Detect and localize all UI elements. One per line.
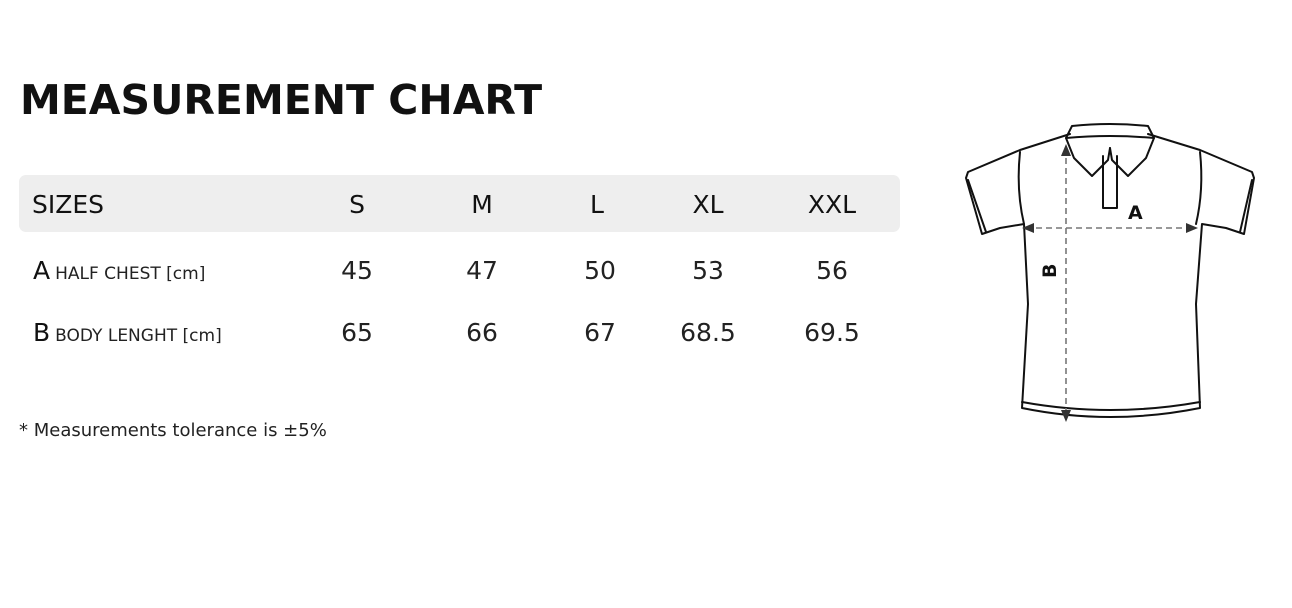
row-name: HALF CHEST [cm] [55,264,206,284]
table-cell: 67 [584,318,616,347]
tolerance-note: * Measurements tolerance is ±5% [19,420,327,441]
table-cell: 50 [584,256,616,285]
hem-line [1021,401,1201,411]
row-label-half-chest: A HALF CHEST [cm] [33,255,205,290]
left-collar-flap [1065,137,1111,177]
page-title: MEASUREMENT CHART [20,76,543,124]
left-armhole-seam [1017,151,1025,225]
size-header-m: M [471,190,493,219]
row-letter: A [33,256,51,285]
size-header-xl: XL [692,190,724,219]
collar-band [1065,123,1155,139]
shirt-body-outline [965,133,1255,418]
right-collar-flap [1109,137,1155,177]
measure-label-b: B [1039,264,1061,278]
row-name: BODY LENGHT [cm] [55,326,222,346]
polo-shirt-icon: A B [965,123,1255,422]
table-cell: 68.5 [680,318,736,347]
arrowhead-b-top [1061,144,1071,156]
table-cell: 66 [466,318,498,347]
table-cell: 47 [466,256,498,285]
arrowhead-a-left [1022,223,1034,233]
table-header-row: SIZES S M L XL XXL [19,175,900,232]
right-armhole-seam [1195,151,1203,225]
placket [1102,155,1118,209]
size-header-s: S [349,190,365,219]
table-cell: 65 [341,318,373,347]
arrowhead-b-bottom [1061,410,1071,422]
table-cell: 45 [341,256,373,285]
measure-label-a: A [1128,202,1143,224]
table-cell: 69.5 [804,318,860,347]
row-label-body-length: B BODY LENGHT [cm] [33,317,222,352]
row-letter: B [33,318,51,347]
arrowhead-a-right [1186,223,1198,233]
table-row: B BODY LENGHT [cm] 65 66 67 68.5 69.5 [19,313,900,369]
right-sleeve-hem [1239,179,1253,233]
table-cell: 53 [692,256,724,285]
header-sizes-label: SIZES [32,190,105,219]
left-sleeve-hem [967,179,987,233]
size-header-xxl: XXL [807,190,857,219]
table-row: A HALF CHEST [cm] 45 47 50 53 56 [19,251,900,307]
table-cell: 56 [816,256,848,285]
size-header-l: L [590,190,604,219]
